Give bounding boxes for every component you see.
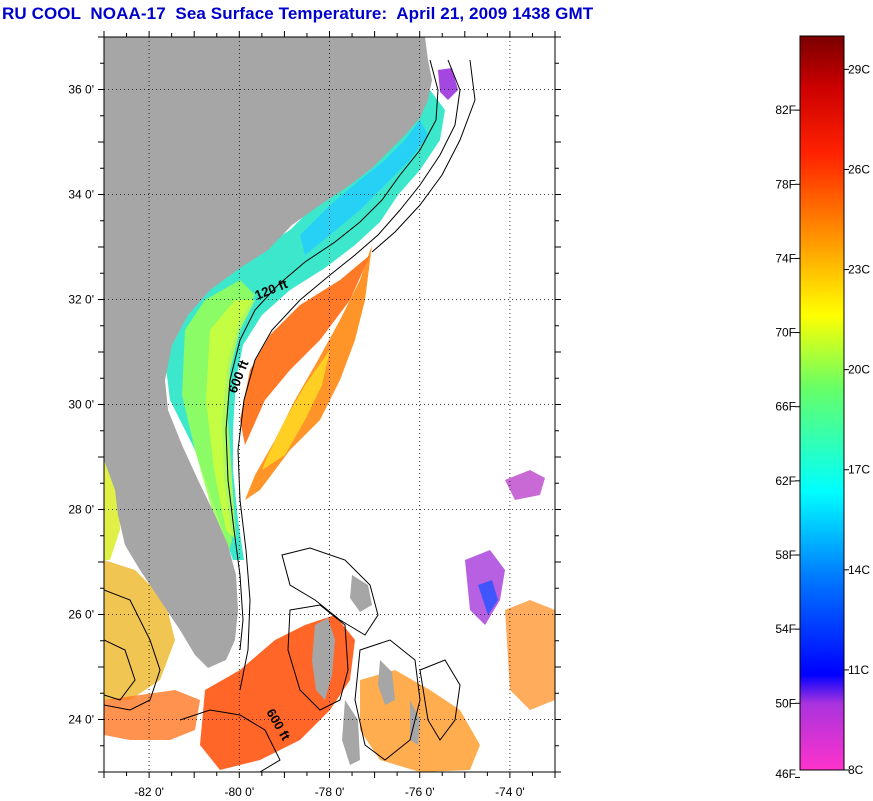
colorbar-f-label: 78F — [775, 177, 796, 191]
land-bahamas-abaco — [350, 575, 372, 612]
lon-tick-label: -78 0' — [315, 785, 345, 799]
contour-keys — [179, 709, 281, 772]
colorbar-f-label: 74F — [775, 251, 796, 265]
lon-tick-label: -76 0' — [405, 785, 435, 799]
contour-gulf — [104, 589, 161, 711]
sst-shelf-yellow — [206, 300, 255, 540]
colorbar-c-label: 17C — [848, 463, 870, 477]
map-ticks: 24 0' 26 0' 28 0' 30 0' 32 0' 34 0' 36 0' -82 0… — [68, 31, 561, 799]
lat-tick-label: 28 0' — [68, 503, 94, 517]
colorbar-f-label: 70F — [775, 326, 796, 340]
sst-cold-patch-north — [438, 68, 458, 100]
bathymetry-contours — [104, 59, 476, 772]
land-bahamas-exuma — [342, 700, 360, 765]
contour-bahamas-4 — [419, 659, 461, 741]
colorbar-labels: 8C 11C 14C 17C 20C 23C 26C 29C 46F 50F 54F 58F 62F 66… — [775, 62, 870, 781]
colorbar — [799, 35, 845, 771]
land-bahamas-eleuthera — [378, 660, 395, 705]
colorbar-f-label: 66F — [775, 400, 796, 414]
lon-tick-label: -82 0' — [134, 785, 164, 799]
contour-bahamas-1 — [281, 547, 379, 636]
contour-deep — [371, 59, 476, 253]
contour-gulf-2 — [104, 639, 136, 701]
colorbar-c-label: 14C — [848, 563, 870, 577]
sst-north-band — [300, 120, 428, 255]
contour-bahamas-2 — [287, 604, 349, 711]
contour-600ft — [237, 59, 461, 691]
map-content — [104, 37, 555, 772]
map-border — [103, 36, 556, 773]
colorbar-f-label: 62F — [775, 474, 796, 488]
lon-tick-label: -74 0' — [495, 785, 525, 799]
sst-gulf-stream-yellow — [262, 350, 330, 470]
sst-east-warm — [505, 600, 555, 710]
colorbar-c-label: 11C — [848, 663, 869, 677]
colorbar-c-label: 26C — [848, 162, 870, 176]
land-bahamas-andros — [312, 618, 335, 700]
page-title: RU COOL NOAA-17 Sea Surface Temperature:… — [2, 4, 594, 23]
map-grid — [104, 37, 555, 772]
lat-tick-label: 36 0' — [68, 83, 94, 97]
colorbar-c-label: 23C — [848, 263, 870, 277]
lat-tick-label: 30 0' — [68, 398, 94, 412]
lat-tick-label: 34 0' — [68, 188, 94, 202]
colorbar-f-label: 46F — [775, 767, 796, 781]
lat-tick-label: 24 0' — [68, 713, 94, 727]
land-us-coast — [104, 37, 432, 668]
colorbar-f-label: 54F — [775, 622, 796, 636]
colorbar-c-label: 8C — [848, 763, 864, 777]
lon-tick-label: -80 0' — [224, 785, 254, 799]
colorbar-f-label: 82F — [775, 103, 796, 117]
sst-gulf-stream-core — [240, 255, 370, 445]
colorbar-f-label: 50F — [775, 696, 796, 710]
colorbar-c-label: 29C — [848, 62, 870, 76]
sst-cold-patch-east-2 — [478, 580, 498, 615]
land-bahamas-long — [410, 700, 420, 745]
sst-cold-patch-ne — [505, 470, 545, 500]
sst-gulf-south — [104, 690, 200, 740]
sst-gulf-stream — [245, 245, 372, 500]
colorbar-c-label: 20C — [848, 363, 870, 377]
lat-tick-label: 26 0' — [68, 608, 94, 622]
contour-bahamas-3 — [354, 639, 421, 761]
lat-tick-label: 32 0' — [68, 293, 94, 307]
colorbar-f-label: 58F — [775, 548, 796, 562]
